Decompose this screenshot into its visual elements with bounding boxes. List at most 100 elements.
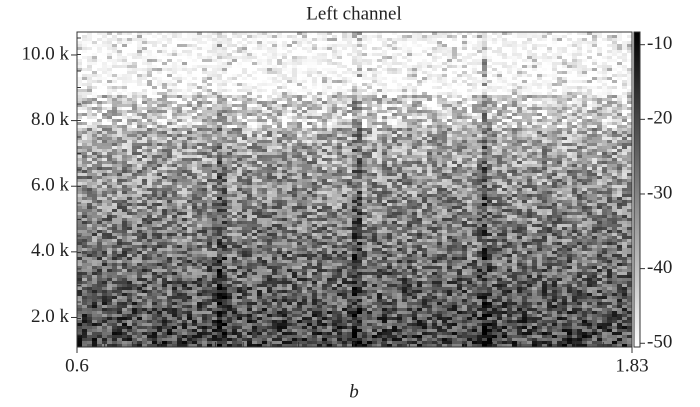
spectrogram-cell — [427, 134, 432, 137]
spectrogram-cell — [212, 116, 217, 119]
spectrogram-cell — [562, 95, 567, 98]
spectrogram-cell — [152, 161, 157, 164]
spectrogram-cell — [162, 53, 167, 56]
spectrogram-cell — [132, 95, 137, 98]
spectrogram-cell — [212, 35, 217, 38]
spectrogram-cell — [507, 128, 512, 131]
spectrogram-cell — [177, 83, 182, 86]
spectrogram-cell — [212, 50, 217, 53]
spectrogram-cell — [487, 68, 492, 71]
spectrogram-cell — [552, 152, 557, 155]
spectrogram-cell — [527, 137, 532, 140]
spectrogram-cell — [457, 110, 462, 113]
spectrogram-cell — [532, 107, 537, 110]
spectrogram-cell — [492, 86, 497, 89]
spectrogram-cell — [477, 146, 482, 149]
spectrogram-cell — [347, 113, 352, 116]
spectrogram-cell — [617, 101, 622, 104]
spectrogram-cell — [117, 164, 122, 167]
spectrogram-cell — [232, 128, 237, 131]
spectrogram-cell — [547, 80, 552, 83]
spectrogram-cell — [552, 41, 557, 44]
spectrogram-cell — [507, 83, 512, 86]
spectrogram-cell — [462, 128, 467, 131]
spectrogram-cell — [487, 95, 492, 98]
spectrogram-cell — [497, 83, 502, 86]
spectrogram-cell — [287, 146, 292, 149]
spectrogram-cell — [192, 35, 197, 38]
spectrogram-cell — [287, 74, 292, 77]
spectrogram-cell — [187, 74, 192, 77]
spectrogram-cell — [472, 155, 477, 158]
spectrogram-cell — [462, 158, 467, 161]
spectrogram-cell — [292, 143, 297, 146]
spectrogram-cell — [357, 152, 362, 155]
spectrogram-cell — [97, 95, 102, 98]
spectrogram-cell — [162, 50, 167, 53]
spectrogram-cell — [467, 161, 472, 164]
spectrogram-cell — [212, 107, 217, 110]
spectrogram-cell — [522, 50, 527, 53]
spectrogram-cell — [327, 38, 332, 41]
spectrogram-cell — [292, 104, 297, 107]
spectrogram-cell — [102, 149, 107, 152]
spectrogram-cell — [582, 149, 587, 152]
spectrogram-cell — [377, 122, 382, 125]
spectrogram-cell — [512, 137, 517, 140]
spectrogram-cell — [617, 155, 622, 158]
spectrogram-cell — [277, 143, 282, 146]
spectrogram-cell — [117, 77, 122, 80]
spectrogram-cell — [117, 113, 122, 116]
spectrogram-cell — [277, 59, 282, 62]
spectrogram-cell — [82, 56, 87, 59]
spectrogram-cell — [107, 146, 112, 149]
spectrogram-cell — [387, 65, 392, 68]
spectrogram-cell — [527, 155, 532, 158]
spectrogram-cell — [502, 113, 507, 116]
spectrogram-cell — [187, 59, 192, 62]
spectrogram-cell — [102, 35, 107, 38]
spectrogram-cell — [377, 104, 382, 107]
spectrogram-cell — [162, 158, 167, 161]
spectrogram-cell — [252, 158, 257, 161]
spectrogram-cell — [612, 71, 617, 74]
spectrogram-cell — [257, 44, 262, 47]
spectrogram-cell — [132, 101, 137, 104]
spectrogram-cell — [112, 101, 117, 104]
spectrogram-cell — [267, 50, 272, 53]
spectrogram-cell — [97, 155, 102, 158]
spectrogram-cell — [562, 65, 567, 68]
spectrogram-cell — [227, 65, 232, 68]
spectrogram-cell — [627, 122, 632, 125]
spectrogram-cell — [412, 137, 417, 140]
spectrogram-cell — [347, 146, 352, 149]
spectrogram-cell — [192, 125, 197, 128]
spectrogram-cell — [522, 74, 527, 77]
spectrogram-cell — [577, 56, 582, 59]
spectrogram-cell — [492, 95, 497, 98]
spectrogram-cell — [162, 134, 167, 137]
spectrogram-cell — [97, 131, 102, 134]
spectrogram-cell — [237, 119, 242, 122]
spectrogram-cell — [177, 140, 182, 143]
spectrogram-cell — [612, 149, 617, 152]
spectrogram-cell — [537, 83, 542, 86]
spectrogram-cell — [107, 164, 112, 167]
spectrogram-cell — [282, 146, 287, 149]
spectrogram-cell — [342, 59, 347, 62]
spectrogram-cell — [192, 83, 197, 86]
spectrogram-cell — [592, 140, 597, 143]
spectrogram-cell — [492, 44, 497, 47]
spectrogram-cell — [207, 146, 212, 149]
spectrogram-cell — [137, 137, 142, 140]
spectrogram-cell — [192, 101, 197, 104]
spectrogram-cell — [507, 68, 512, 71]
spectrogram-cell — [402, 62, 407, 65]
spectrogram-cell — [117, 41, 122, 44]
spectrogram-cell — [262, 131, 267, 134]
spectrogram-cell — [327, 131, 332, 134]
spectrogram-cell — [257, 38, 262, 41]
spectrogram-cell — [507, 35, 512, 38]
spectrogram-cell — [317, 62, 322, 65]
spectrogram-cell — [177, 125, 182, 128]
